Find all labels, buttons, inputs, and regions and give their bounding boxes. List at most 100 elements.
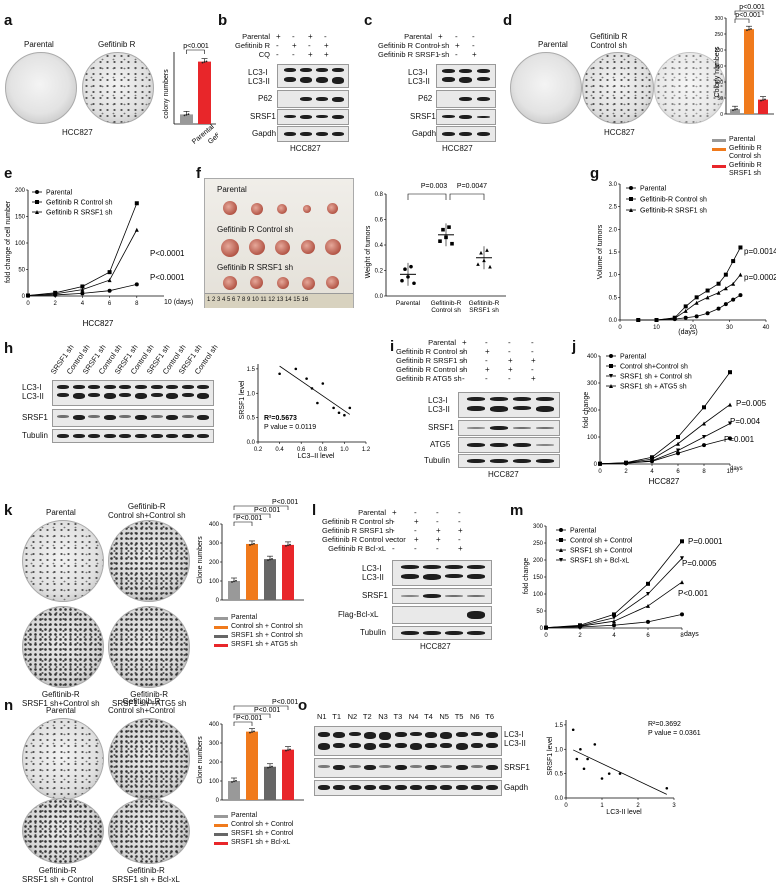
photo-label: Gefitinib R SRSF1 sh bbox=[217, 263, 294, 272]
x-tick-line: Gefitinib-R bbox=[431, 300, 462, 307]
y-tick-label: 1.5 bbox=[609, 250, 618, 256]
legend-swatch bbox=[712, 165, 726, 168]
data-point bbox=[609, 374, 613, 378]
western-blot bbox=[52, 429, 214, 443]
y-tick-label: 200 bbox=[533, 558, 544, 564]
data-point bbox=[738, 245, 743, 250]
y-tick-label: 300 bbox=[715, 16, 724, 22]
x-tick-label: 1 bbox=[600, 803, 604, 809]
significance-bracket bbox=[186, 49, 205, 54]
significance-bracket bbox=[233, 521, 253, 526]
condition-mark: - bbox=[276, 50, 279, 59]
x-tick-label: 8 bbox=[135, 301, 139, 307]
pvalue-label: P<0.001 bbox=[254, 507, 280, 514]
condition-mark: - bbox=[414, 544, 417, 553]
data-point bbox=[559, 558, 563, 562]
y-tick-label: 1.0 bbox=[555, 747, 564, 753]
lane-label: T2 bbox=[362, 712, 372, 721]
legend-label: Gefitinib R Control sh bbox=[729, 145, 762, 160]
y-axis-label: fold change of cell number bbox=[5, 200, 12, 283]
y-tick-label: 100 bbox=[15, 241, 26, 247]
western-blot bbox=[458, 392, 560, 418]
y-tick-label: 200 bbox=[715, 48, 724, 54]
data-point bbox=[409, 264, 413, 269]
x-tick-label: Gefitinib-R SRSF1 sh bbox=[469, 300, 500, 314]
condition-mark: - bbox=[508, 338, 511, 347]
condition-mark: + bbox=[438, 32, 443, 41]
y-axis-label: fold change bbox=[523, 558, 530, 594]
condition-mark: - bbox=[531, 338, 534, 347]
data-point bbox=[676, 441, 680, 446]
r2-label: R²=0.5673 bbox=[264, 415, 297, 422]
bar bbox=[228, 781, 240, 800]
legend-label: Gefitinib R SRSF1 sh bbox=[46, 210, 113, 217]
data-point bbox=[702, 405, 706, 410]
data-point bbox=[646, 603, 650, 608]
dish-label: Gefitinib R bbox=[98, 40, 136, 49]
condition-mark: - bbox=[324, 32, 327, 41]
data-point bbox=[646, 619, 650, 624]
panel-label-c: c bbox=[364, 12, 373, 29]
data-point bbox=[676, 451, 680, 456]
y-tick-label: 1.5 bbox=[247, 367, 256, 373]
legend-label: SRSF1 sh + ATG5 sh bbox=[620, 384, 687, 391]
western-blot bbox=[52, 380, 214, 406]
y-tick-label: 0.0 bbox=[555, 796, 564, 802]
data-point bbox=[53, 291, 58, 296]
y-tick-label: 1.5 bbox=[555, 723, 564, 729]
pvalue-label: P<0.001 bbox=[272, 699, 298, 706]
western-blot bbox=[52, 409, 214, 427]
dish-label: Gefitinib-R SRSF1 sh + Bcl-xL bbox=[112, 866, 180, 884]
pvalue-label: P<0.001 bbox=[236, 715, 262, 722]
pvalue-label: P=0.004 bbox=[730, 417, 761, 426]
blot-label: Tubulin bbox=[22, 431, 48, 440]
significance-bracket bbox=[233, 705, 289, 710]
pvalue-label: P<0.001 bbox=[272, 499, 298, 506]
colony-dish bbox=[82, 52, 154, 124]
condition-mark: - bbox=[392, 526, 395, 535]
lane-label: N1 bbox=[317, 712, 327, 721]
condition-mark: - bbox=[462, 374, 465, 383]
data-point bbox=[289, 748, 291, 751]
data-point bbox=[447, 225, 451, 229]
data-point bbox=[134, 282, 139, 287]
data-point bbox=[736, 108, 738, 110]
western-blot bbox=[436, 90, 496, 108]
condition-mark: + bbox=[308, 50, 313, 59]
bar bbox=[730, 109, 740, 114]
x-tick-label: 0 bbox=[544, 633, 548, 639]
pvalue-label: P=0.0005 bbox=[682, 559, 717, 568]
data-point bbox=[185, 113, 188, 116]
data-point bbox=[586, 757, 589, 761]
y-tick-label: 250 bbox=[533, 541, 544, 547]
blot-label: Flag-Bcl-xL bbox=[338, 610, 379, 619]
blot-label: SRSF1 bbox=[362, 591, 388, 600]
bar bbox=[198, 61, 211, 124]
x-axis-label: LC3-II level bbox=[606, 809, 642, 816]
western-blot bbox=[458, 437, 560, 453]
y-axis-label: Clone numbers bbox=[197, 736, 204, 784]
y-tick-label: 2.5 bbox=[609, 205, 618, 211]
condition-mark: - bbox=[508, 347, 511, 356]
condition-mark: + bbox=[485, 347, 490, 356]
x-unit-label: 10 (days) bbox=[164, 299, 193, 306]
legend-item: SRSF1 sh + Bcl-xL bbox=[214, 839, 293, 847]
western-blot bbox=[277, 90, 349, 108]
series-line bbox=[599, 404, 731, 465]
data-point bbox=[702, 421, 706, 426]
y-tick-label: 0.6 bbox=[375, 218, 384, 224]
colony-dish bbox=[22, 520, 104, 602]
legend-swatch bbox=[214, 635, 228, 638]
data-point bbox=[26, 293, 30, 298]
x-tick-label: 2 bbox=[578, 633, 582, 639]
y-tick-label: 0 bbox=[216, 598, 220, 604]
dish-label: Gefitinib-R Control sh+Control sh bbox=[108, 502, 186, 520]
data-point bbox=[694, 295, 699, 300]
data-point bbox=[683, 315, 688, 320]
significance-bracket bbox=[233, 713, 271, 718]
data-point bbox=[612, 619, 616, 624]
colony-dish bbox=[5, 52, 77, 124]
data-point bbox=[251, 543, 253, 546]
legend-swatch bbox=[214, 842, 228, 845]
data-point bbox=[716, 306, 721, 311]
